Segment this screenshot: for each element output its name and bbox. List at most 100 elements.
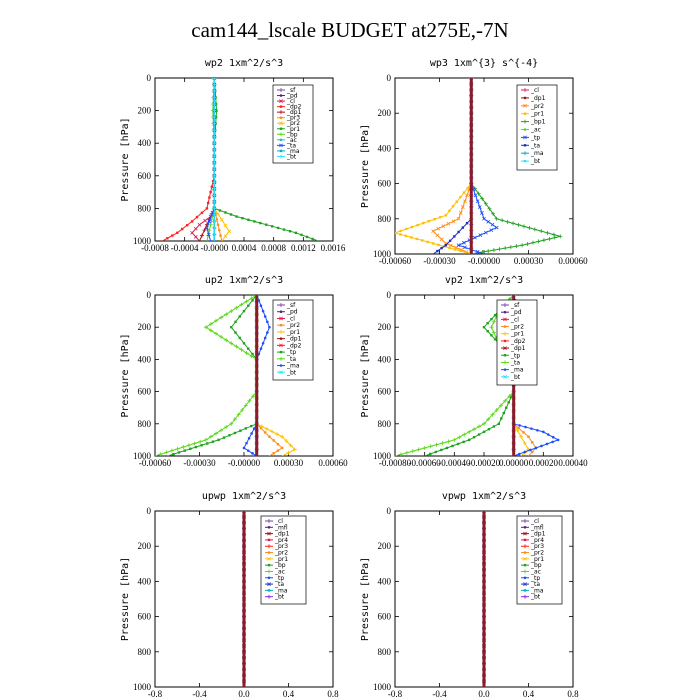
legend-marker — [279, 116, 283, 119]
legend-label: _pr3 — [530, 543, 544, 550]
series-marker-bt — [212, 108, 217, 113]
chart-title: wp2 1xm^2/s^3 — [205, 58, 283, 69]
series-marker-ta — [486, 417, 491, 422]
series-marker-pr1 — [448, 246, 451, 250]
series-marker-pr2 — [449, 243, 453, 248]
series-marker-pr3 — [216, 223, 220, 226]
legend-marker — [503, 310, 507, 314]
series-marker-ma — [534, 446, 538, 450]
y-tick-label: 0 — [147, 290, 152, 300]
series-marker-pr2 — [463, 199, 467, 204]
series-marker-pr2 — [263, 431, 267, 434]
series-marker-pr1 — [284, 438, 289, 443]
series-marker-tp — [172, 453, 175, 456]
x-tick-label: -0.0008 — [141, 243, 169, 253]
series-marker-ma — [530, 427, 533, 430]
legend-label: _cl — [510, 316, 519, 323]
chart-panel-4: vp2 1xm^2/s^3 Pressure [hPa] 0 200 400 600 800… — [360, 275, 588, 468]
legend-marker — [279, 105, 283, 108]
series-marker-ta — [422, 445, 427, 450]
series-marker-dp2 — [171, 234, 174, 237]
x-tick-label: 0.0 — [478, 689, 490, 699]
legend-marker — [279, 316, 283, 321]
legend-label: _bt — [530, 594, 541, 601]
y-tick-label: 800 — [378, 214, 392, 224]
series-marker-pr1 — [288, 443, 293, 448]
legend-marker — [523, 135, 527, 140]
legend-label: _tp — [274, 575, 284, 582]
legend: _sf_pd_cl_pr2_pr1_dp1_dp2_tp_ta_ma_bt — [272, 299, 314, 381]
series-marker-pr1 — [275, 432, 280, 437]
series-marker-tp — [239, 429, 242, 432]
chart-panel-2: wp3 1xm^{3} s^{-4} Pressure [hPa] 0 200 400 6… — [360, 58, 588, 266]
legend-label: _bt — [286, 153, 297, 160]
x-tick-label: 0.0004 — [232, 243, 257, 253]
series-marker-ta — [224, 312, 229, 317]
series-marker-ma — [556, 438, 560, 442]
legend-label: _bp — [530, 562, 542, 569]
legend-label: _pd — [510, 309, 522, 316]
legend-label: _bp — [274, 562, 286, 569]
series-marker-tp — [194, 445, 198, 449]
series-marker-bp1 — [516, 222, 521, 227]
series-marker-ta — [507, 394, 512, 399]
series-marker-tp — [238, 315, 241, 318]
legend-label: _pr2 — [510, 324, 524, 331]
series-marker-ta — [240, 408, 245, 412]
series-marker-pr2 — [458, 211, 463, 215]
series-marker-pr2 — [460, 205, 465, 209]
legend-label: _mfl — [530, 524, 544, 531]
series-marker-tp — [490, 222, 495, 227]
series-line-tp — [167, 295, 258, 456]
legend-box — [496, 299, 538, 386]
series-marker-ta — [224, 425, 229, 430]
series-line-pr1 — [395, 78, 472, 254]
legend-label: _sf — [286, 302, 296, 309]
series-marker-pr1 — [270, 225, 274, 228]
legend-label: _dp2 — [510, 338, 526, 345]
series-marker-ta — [446, 439, 451, 444]
series-marker-pr1 — [426, 240, 429, 244]
legend-label: _pr2 — [286, 120, 300, 127]
series-marker-bp1 — [500, 218, 505, 223]
series-marker-tp — [251, 299, 254, 302]
series-marker-bt — [212, 167, 217, 172]
y-tick-label: 0 — [387, 290, 392, 300]
series-marker-ta — [214, 318, 219, 323]
series-marker-bt — [212, 160, 217, 165]
series-marker-ta — [229, 421, 234, 426]
series-marker-dp2 — [190, 220, 194, 223]
series-marker-tp — [482, 430, 486, 434]
y-tick-label: 600 — [138, 387, 152, 397]
legend-label: _cl — [286, 315, 295, 322]
series-marker-dp1 — [199, 233, 204, 238]
series-marker-ta — [203, 437, 208, 442]
series-marker-pr2 — [439, 237, 444, 242]
series-marker-ta — [239, 302, 244, 307]
legend-marker — [267, 569, 271, 574]
x-tick-label: 0.00040 — [558, 458, 588, 468]
series-marker-tp — [478, 233, 483, 238]
legend-label: _bt — [274, 594, 285, 601]
series-marker-pr2 — [272, 452, 275, 455]
y-tick-label: 800 — [378, 647, 392, 657]
series-marker-tp — [482, 326, 486, 329]
series-marker-ta — [214, 431, 219, 436]
legend-marker — [523, 128, 527, 131]
series-marker-pr2 — [435, 233, 440, 238]
legend-label: _pr2 — [286, 322, 300, 329]
series-marker-ma — [246, 449, 250, 452]
series-marker-tp — [247, 304, 250, 307]
legend-marker — [523, 112, 527, 115]
series-marker-pr2 — [280, 446, 284, 450]
series-marker-tp — [493, 338, 497, 341]
y-tick-label: 800 — [138, 203, 152, 213]
y-tick-label: 400 — [378, 143, 392, 153]
series-marker-pr1 — [453, 248, 457, 251]
series-marker-bp1 — [491, 211, 496, 216]
series-marker-ta — [219, 315, 224, 320]
series-marker-dp2 — [195, 215, 199, 219]
legend-label: _pr3 — [286, 115, 300, 122]
series-marker-tp — [463, 245, 467, 250]
series-marker-pr1 — [522, 441, 527, 446]
